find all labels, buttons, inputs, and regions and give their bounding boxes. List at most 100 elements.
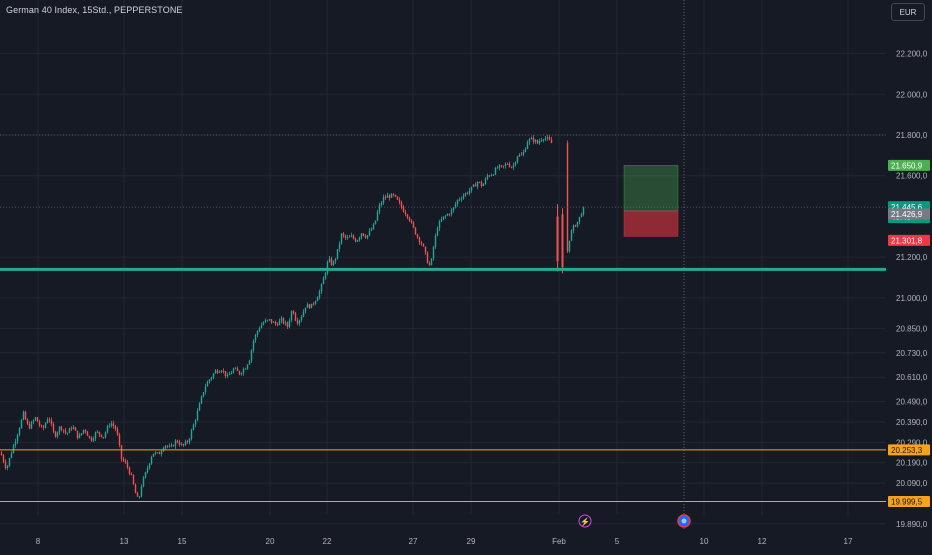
candle-down <box>352 234 355 240</box>
candle-up <box>146 465 149 474</box>
candle-body <box>170 445 173 447</box>
candle-body <box>298 320 301 324</box>
candle-body <box>132 474 135 485</box>
candle-down <box>312 302 315 306</box>
candle-body <box>512 165 515 168</box>
long-position-tool[interactable] <box>623 165 679 237</box>
candle-body <box>270 319 273 323</box>
candle-body <box>246 364 249 369</box>
level-19999-badge[interactable]: 19.999,5 <box>888 496 930 507</box>
event-markers[interactable]: ⚡ <box>578 514 691 528</box>
candle-down <box>308 303 311 309</box>
candle-down <box>0 450 3 456</box>
candle-down <box>448 213 451 217</box>
candle-up <box>380 200 383 207</box>
time-axis[interactable]: 8 13 15 20 22 27 29 Feb 5 10 12 17 <box>36 537 853 546</box>
candle-up <box>290 310 293 323</box>
candle-down <box>54 430 57 438</box>
candle-up <box>284 320 287 326</box>
candle-body <box>538 141 541 144</box>
candle-up <box>230 370 233 375</box>
candle-body <box>360 233 363 238</box>
candle-body <box>496 167 499 169</box>
stop-price-badge[interactable]: 21.301,8 <box>888 234 930 246</box>
candle-up <box>202 391 205 398</box>
candle-down <box>466 191 469 195</box>
candle-body <box>90 437 93 441</box>
candle-up <box>8 457 11 468</box>
candle-body <box>540 139 543 142</box>
candle-up <box>188 437 191 445</box>
candle-body <box>366 235 369 238</box>
candle-up <box>544 136 547 142</box>
candle-up <box>526 140 529 150</box>
level-20253-badge-text: 20.253,3 <box>891 446 923 455</box>
candle-up <box>20 418 23 429</box>
candle-body <box>550 139 553 144</box>
price-axis[interactable]: 22.200,0 22.000,0 21.800,0 21.600,0 21.200,0… <box>888 50 930 529</box>
candle-body <box>296 320 299 324</box>
candle-up <box>148 463 151 470</box>
candle-up <box>336 249 339 260</box>
calendar-event-icon[interactable] <box>677 514 691 528</box>
candle-down <box>488 174 491 178</box>
candle-body <box>24 411 27 420</box>
candle-up <box>468 187 471 196</box>
candle-down <box>396 196 399 200</box>
candle-up <box>518 153 521 158</box>
candle-body <box>514 162 517 166</box>
candle-up <box>358 236 361 242</box>
candle-body <box>158 452 161 455</box>
candle-down <box>392 193 395 197</box>
candle-body <box>398 199 401 203</box>
horizontal-levels <box>0 0 886 530</box>
candle-body <box>500 165 503 167</box>
candle-body <box>522 151 525 155</box>
candle-body <box>104 432 107 438</box>
candle-body <box>580 214 583 217</box>
candle-down <box>474 182 477 187</box>
candle-up <box>534 138 537 144</box>
candle-down <box>98 431 101 438</box>
take-profit-zone[interactable] <box>623 165 679 212</box>
lightning-icon[interactable]: ⚡ <box>578 514 592 528</box>
candle-up <box>444 214 447 219</box>
candle-body <box>532 137 535 142</box>
candle-body <box>384 196 387 198</box>
candle-body <box>508 164 511 167</box>
candle-body <box>152 453 155 457</box>
candle-down <box>238 370 241 376</box>
candle-body <box>74 427 77 431</box>
candle-down <box>28 421 31 430</box>
candle-up <box>6 465 9 471</box>
candle-down <box>276 322 279 327</box>
candle-body <box>422 243 425 247</box>
candle-up <box>46 417 49 424</box>
candle-down <box>270 319 273 324</box>
candle-body <box>334 258 337 262</box>
target-price-badge[interactable]: 21.650,9 <box>888 159 930 171</box>
price-tick-label: 21.600,0 <box>896 172 928 181</box>
currency-button[interactable]: EUR <box>891 3 925 21</box>
candle-body <box>130 474 133 475</box>
stop-loss-zone[interactable] <box>623 210 679 237</box>
candle-down <box>406 213 409 220</box>
candle-down <box>566 140 569 254</box>
candle-up <box>434 233 437 249</box>
candle-body <box>92 438 95 441</box>
level-20253-badge[interactable]: 20.253,3 <box>888 444 930 456</box>
candle-body <box>208 379 211 383</box>
lightning-icon-ring <box>578 514 592 528</box>
time-tick-label: 27 <box>409 537 418 546</box>
candle-up <box>204 383 207 395</box>
candle-up <box>366 234 369 240</box>
candle-up <box>192 423 195 431</box>
candle-up <box>538 138 541 146</box>
candle-body <box>102 436 105 438</box>
candle-up <box>184 439 187 446</box>
candle-up <box>256 330 259 338</box>
entry-price-badge[interactable]: 21.426,9 <box>888 208 930 220</box>
candle-body <box>250 350 253 361</box>
